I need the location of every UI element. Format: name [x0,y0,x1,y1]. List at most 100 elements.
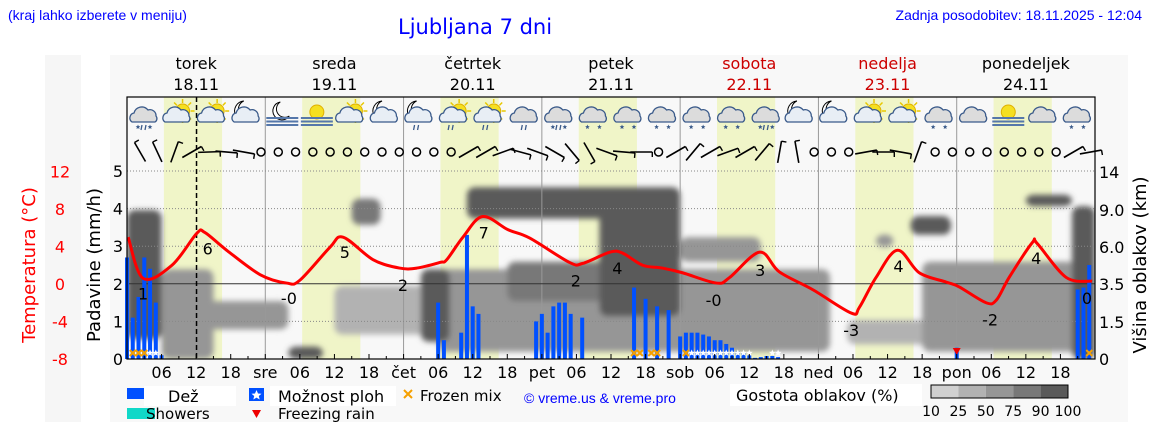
temperature-label: 4 [893,257,903,276]
temperature-axis-label: Temperatura (°C) [19,187,40,344]
sun-ray [498,101,503,106]
cloud-icon [404,106,433,123]
frozen-mix-marker [653,349,661,357]
calm-wind-icon [342,147,353,157]
wind-barb-icon [685,143,705,161]
cloud-height-tick: 1.5 [1099,313,1124,332]
precipitation-bar [580,317,585,359]
sun-cloud-icon [853,99,886,123]
cloud-sleet-icon [129,106,158,131]
precipitation-tick: 2 [113,275,123,294]
wind-feather [753,146,758,152]
temperature-tick: 12 [50,163,70,182]
temperature-label: 0 [1082,289,1092,308]
wind-shaft [215,150,238,154]
snowflake-icon [1069,124,1074,129]
wind-barb-icon [475,145,499,159]
legend-possibility-label: Možnost ploh [278,387,384,406]
day-name: ponedeljek [982,54,1071,73]
precipitation-bar [706,336,711,359]
wind-barb-icon [889,149,913,159]
wind-shaft [564,143,580,161]
credit: © vreme.us & vreme.pro [524,390,676,406]
wind-barb-icon [596,147,618,161]
precipitation-tick: 3 [113,237,123,256]
day-name: petek [588,54,634,73]
colorbar-segment [1013,385,1041,398]
precipitation-bar [1087,265,1092,359]
calm-wind-icon [964,147,975,157]
wind-feather [152,139,158,143]
frozen-mix-marker [630,349,638,357]
cloud-patch [876,234,894,247]
wind-shaft [685,143,701,161]
wind-barb-icon [794,139,800,163]
axes: 06 12 18 sre 06 12 18 čet 06 12 18 pet 06 12 18 sob 06 12… [50,162,1125,382]
sun-cloud-icon [888,99,921,123]
rain-drop-icon [451,124,454,131]
cloud-patch [910,216,951,235]
sun-fog-icon [992,104,1025,126]
cloud-height-axis-label: Višina oblakov (km) [1130,176,1151,353]
cloud-icon [613,106,642,123]
precipitation-bar [562,302,567,359]
precipitation-bar [741,353,746,359]
shower-possibility-marker [717,349,724,356]
cloud-icon [162,106,191,123]
precipitation-axis-label: Padavine (mm/h) [84,188,105,342]
cloud-icon [1028,106,1057,123]
snowflake-icon [619,124,625,129]
wind-shaft [181,145,202,159]
wind-shaft [735,145,755,159]
rain-drop-icon [559,124,562,131]
precipitation-tick: 1 [113,312,123,331]
precipitation-bar [643,298,648,359]
shower-possibility-marker [711,349,718,356]
shower-possibility-marker [722,349,730,356]
wind-shaft [458,145,479,159]
precipitation-bar [476,313,481,359]
wind-feather [794,139,800,142]
temperature-label: 3 [755,261,765,280]
temperature-label: 2 [398,276,408,295]
cloud-icon [647,106,677,123]
cloud-patch [420,269,450,342]
wind-row [133,139,1104,165]
cloud-icon [682,106,711,123]
colorbar-segment [985,385,1014,398]
sun-ray [208,101,213,106]
temperature-label: 1 [138,284,148,303]
wind-barb-icon [151,139,163,163]
wind-barb-icon [133,139,147,162]
cloud-snow-icon [682,106,711,129]
cloud-icon [509,106,538,123]
snowflake-icon [1081,124,1086,129]
calm-wind-icon [843,147,854,157]
colorbar-label: 10 [922,404,940,420]
sun-fog-icon [300,104,333,126]
calm-wind-icon [930,147,940,157]
temperature-label: 5 [340,243,350,262]
legend-rain-swatch [127,388,155,399]
cloud-height-tick: 14 [1099,163,1119,182]
wind-feather [699,143,705,148]
precipitation-bar [459,332,464,359]
cloud-patch [351,198,381,225]
precipitation-bar [776,357,781,359]
grid-lines [127,97,1095,359]
cloud-patch [922,261,1095,352]
freezing-rain-marker [952,348,961,355]
wind-shaft [1079,149,1102,155]
snowflake-icon [135,124,141,129]
sun-ray [464,101,469,106]
precipitation-bar [758,357,763,359]
legend-cloud-title: Gostota oblakov (%) [736,386,899,405]
rain-drop-icon [140,124,143,131]
precipitation-bar [545,332,550,359]
cloud-patch [196,301,289,330]
freezing-rain-icon [252,410,261,418]
frozen-mix-marker [129,349,137,357]
legend-rain-label: Dež [168,387,199,406]
wind-shaft [596,147,618,157]
